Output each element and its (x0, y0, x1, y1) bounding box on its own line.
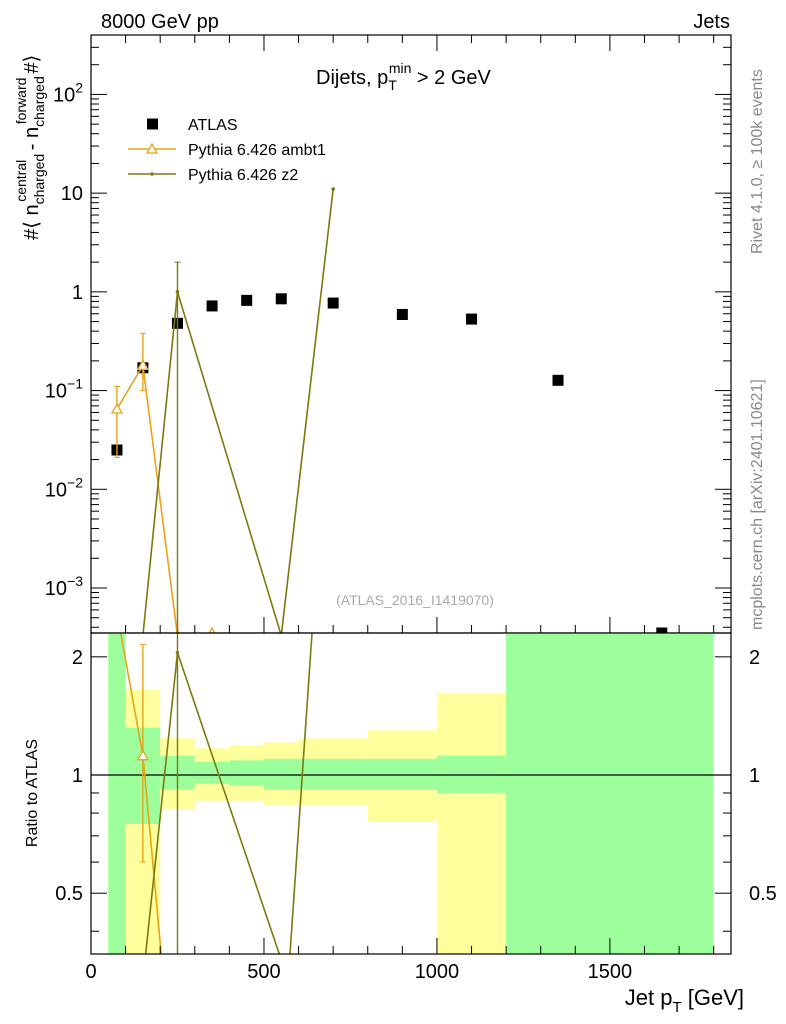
atlas-data-point (241, 294, 253, 306)
legend-label-z2: Pythia 6.426 z2 (188, 167, 298, 184)
x-tick-label: 1500 (588, 961, 633, 983)
atlas-data-point (466, 313, 478, 325)
main-data-layer (110, 187, 668, 638)
header-left: 8000 GeV pp (101, 11, 219, 33)
ratio-ambt1-line (119, 633, 163, 954)
side-rivet-label: Rivet 4.1.0, ≥ 100k events (749, 69, 766, 254)
atlas-data-point (327, 297, 339, 309)
main-axes: 10−3 10−2 10−1 1 10 102 (45, 35, 731, 633)
atlas-data-point (275, 293, 287, 305)
ratio-inner-band (436, 755, 507, 793)
legend-marker-z2 (150, 172, 154, 176)
ratio-data-layer (119, 633, 313, 954)
chart-title: Dijets, pTmin > 2 GeV (316, 60, 492, 93)
ratio-inner-band (108, 633, 126, 954)
z2-marker (331, 187, 335, 191)
ambt1-marker (136, 359, 149, 371)
side-mcplots-label: mcplots.cern.ch [arXiv:2401.10621] (749, 379, 766, 630)
atlas-data-point (656, 627, 668, 633)
header-right: Jets (693, 11, 730, 33)
ratio-ylabel: Ratio to ATLAS (24, 739, 41, 847)
ratio-panel: 0.5 0.5 1 1 2 2 0 500 1000 1500 Ratio to ATLAS (24, 632, 777, 983)
ratio-y-tick-label-left: 1 (72, 765, 83, 787)
ratio-z2-line (144, 633, 313, 954)
y-tick-label: 10−2 (45, 474, 83, 501)
y-tick-label: 10−1 (45, 376, 83, 403)
y-tick-label: 1 (72, 282, 83, 304)
ratio-inner-band (506, 633, 714, 954)
ratio-bands (91, 633, 731, 954)
x-tick-label: 1000 (415, 961, 460, 983)
ratio-y-tick-label-right: 0.5 (749, 883, 777, 905)
ratio-ambt1-marker (136, 749, 149, 761)
x-tick-label: 500 (247, 961, 280, 983)
ratio-z2-marker (175, 650, 180, 655)
z2-marker (279, 634, 283, 638)
ratio-frame (90, 632, 732, 955)
legend-marker-ambt1 (145, 142, 159, 154)
analysis-watermark: (ATLAS_2016_I1419070) (336, 592, 494, 608)
ratio-y-tick-label-right: 1 (749, 765, 760, 787)
ambt1-line (116, 362, 213, 633)
atlas-data-point (552, 374, 564, 386)
x-tick-label: 0 (85, 961, 96, 983)
ambt1-marker (110, 402, 124, 414)
main-panel: 10−3 10−2 10−1 1 10 102 Dijets, pTmin > 2 GeV… (13, 34, 732, 638)
ratio-y-tick-label-left: 0.5 (55, 883, 83, 905)
legend-label-ambt1: Pythia 6.426 ambt1 (188, 142, 326, 159)
ratio-outer-band (436, 692, 507, 954)
y-tick-label: 10−3 (45, 573, 83, 600)
main-ylabel: #⟨ nchargedcentral - nchargedforward#⟩ (13, 55, 47, 240)
x-axis-label: Jet pT [GeV] (625, 985, 744, 1016)
ratio-y-tick-label-right: 2 (749, 647, 760, 669)
ratio-inner-band (229, 760, 264, 786)
legend: ATLAS Pythia 6.426 ambt1 Pythia 6.426 z2 (128, 117, 326, 184)
main-frame (90, 34, 732, 634)
ratio-inner-band (367, 758, 437, 790)
ratio-inner-band (298, 758, 368, 790)
atlas-data-point (206, 300, 218, 312)
z2-marker (175, 290, 180, 294)
atlas-data-point (396, 308, 408, 320)
y-tick-label: 10 (61, 183, 83, 205)
ratio-inner-band (263, 758, 299, 790)
ratio-axes: 0.5 0.5 1 1 2 2 0 500 1000 1500 (55, 647, 777, 983)
legend-label-atlas: ATLAS (188, 117, 238, 134)
y-tick-label: 102 (53, 79, 83, 106)
ratio-inner-band (194, 761, 230, 784)
legend-marker-atlas (147, 118, 158, 130)
z2-marker (141, 634, 145, 638)
ratio-y-tick-label-left: 2 (72, 647, 83, 669)
